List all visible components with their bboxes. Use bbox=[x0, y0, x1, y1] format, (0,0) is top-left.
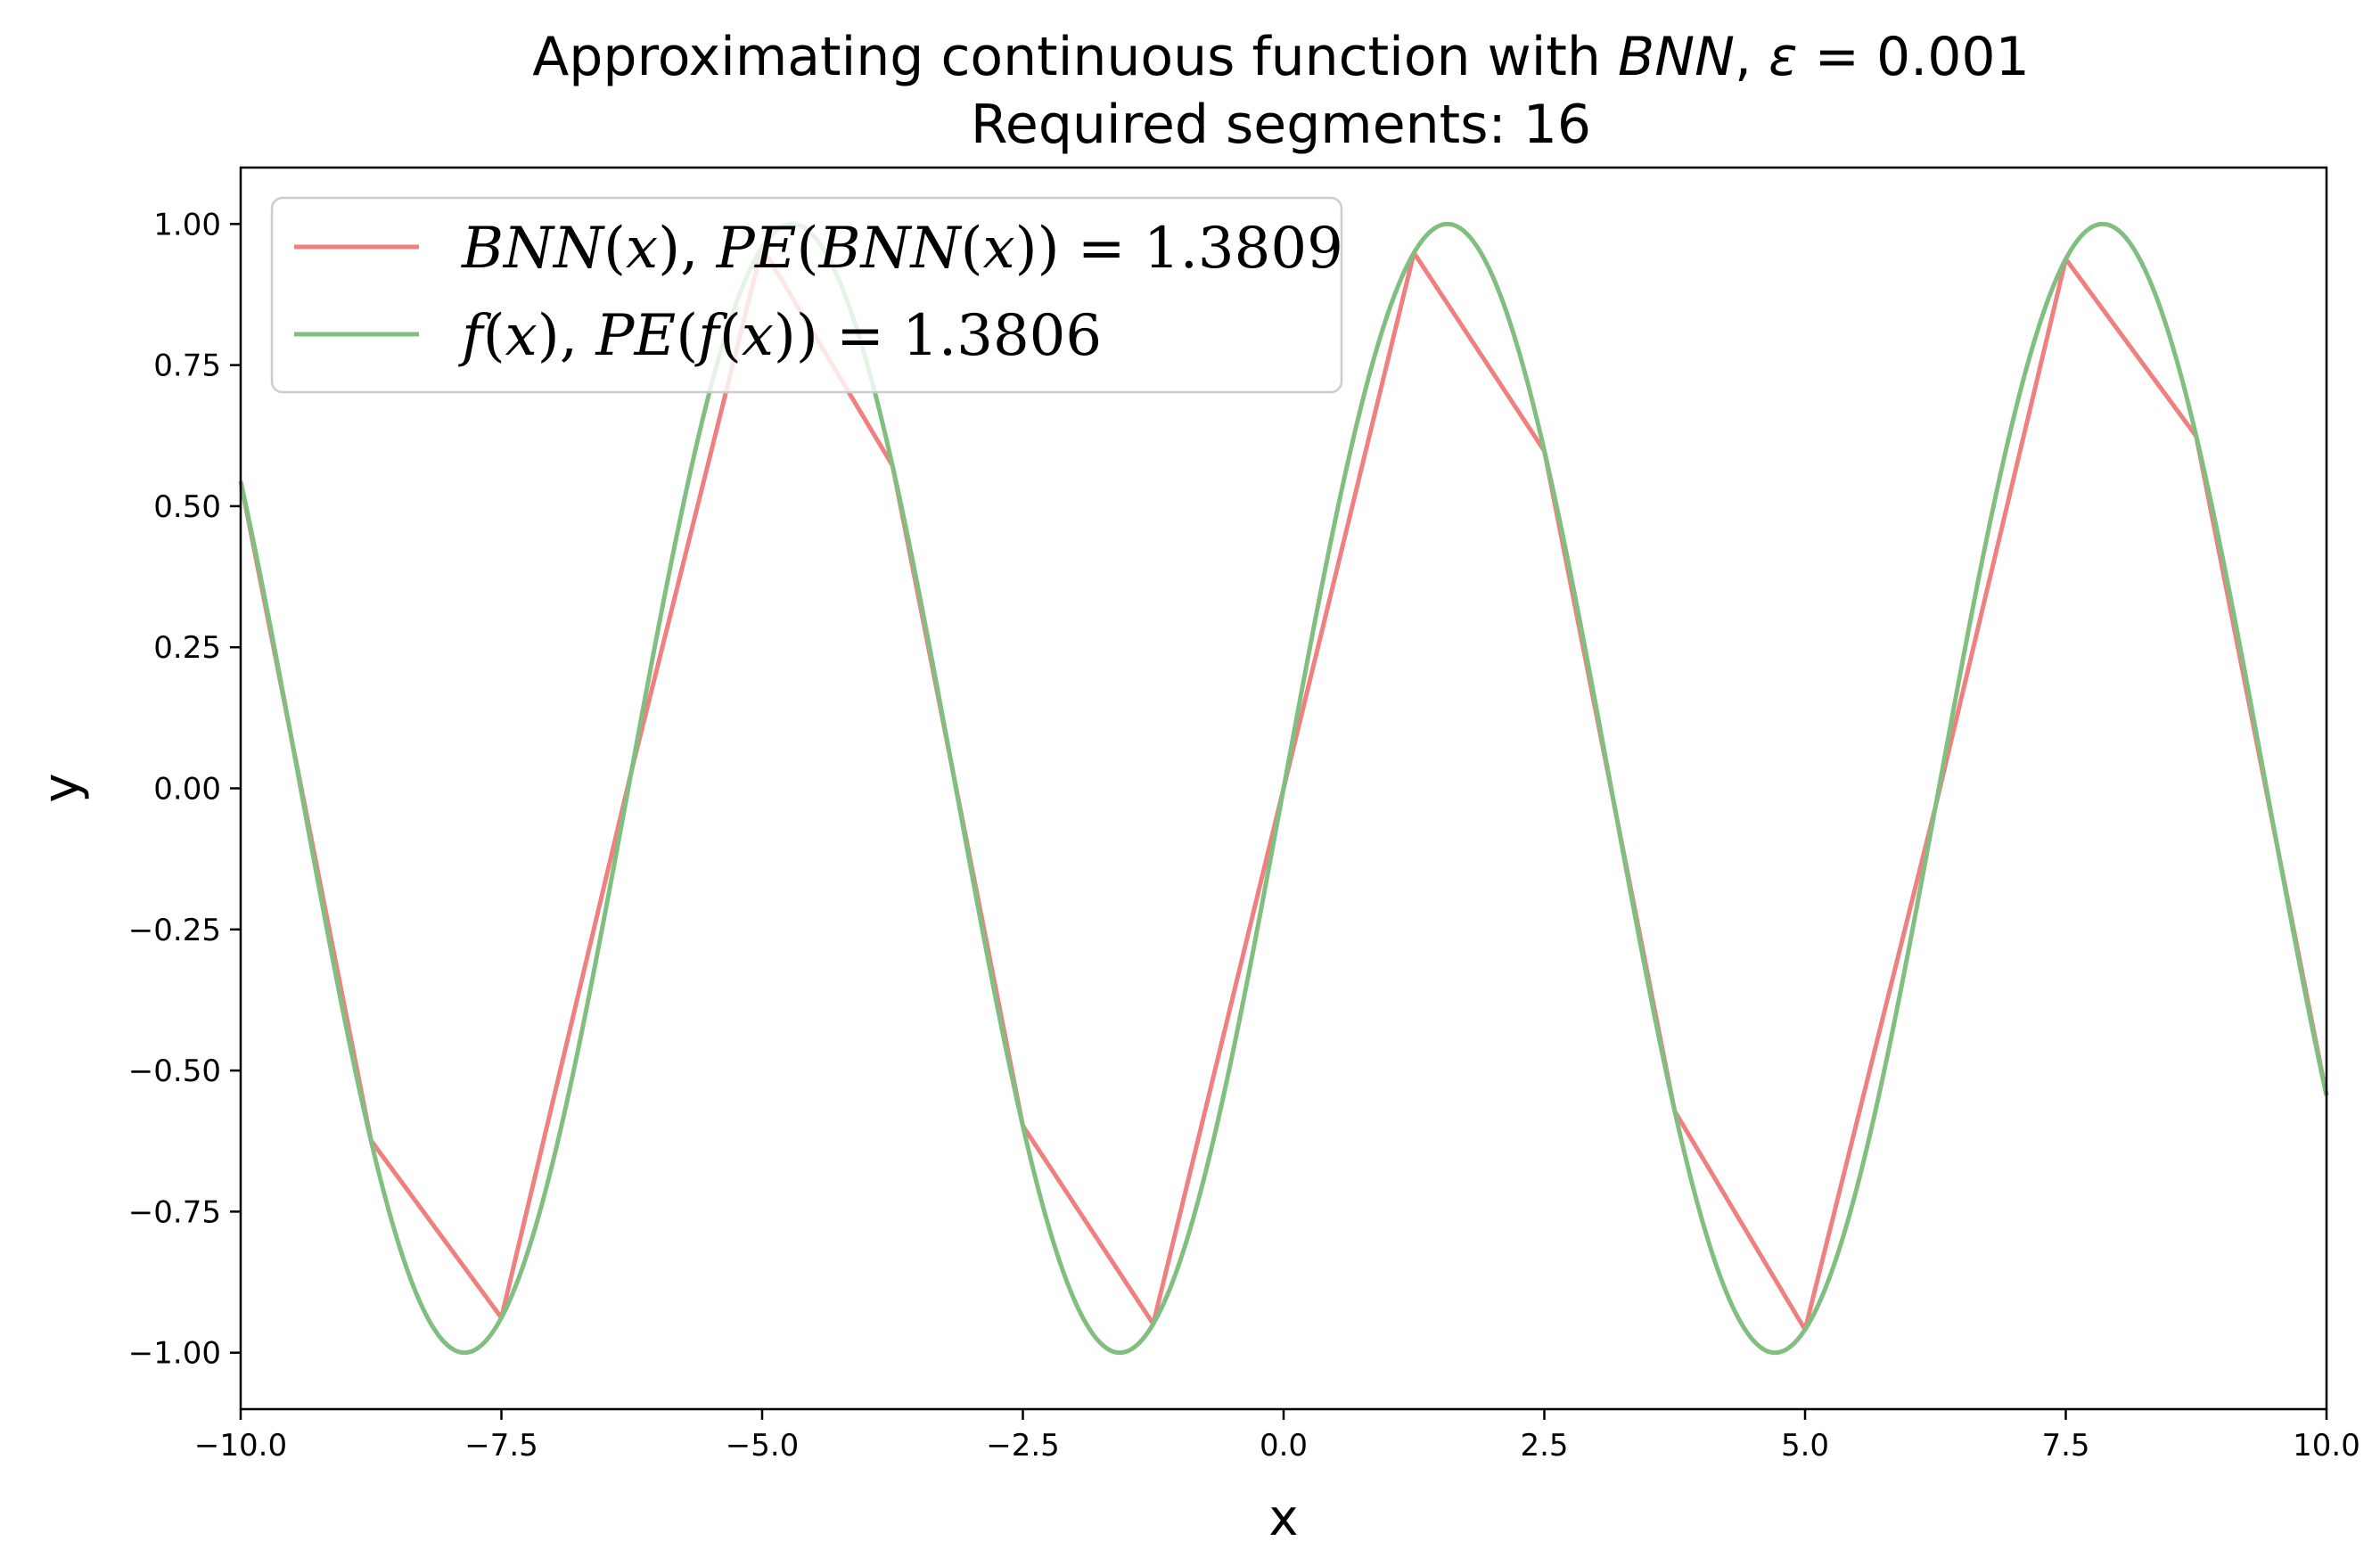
chart-title-line1: Approximating continuous function with B… bbox=[532, 26, 2030, 88]
x-tick-label: 7.5 bbox=[2041, 1428, 2089, 1464]
legend-box bbox=[270, 196, 1343, 394]
legend-label-f: f(x), PE(f(x)) = 1.3806 bbox=[458, 303, 1102, 369]
y-tick-label: −0.25 bbox=[128, 913, 221, 948]
y-axis-title: y bbox=[33, 773, 91, 802]
y-tick-label: 0.25 bbox=[153, 630, 221, 666]
y-tick-label: 1.00 bbox=[153, 207, 221, 242]
chart-title-line2: Required segments: 16 bbox=[971, 94, 1591, 156]
x-tick-label: 10.0 bbox=[2293, 1428, 2360, 1464]
legend-label-bnn: BNN(x), PE(BNN(x)) = 1.3809 bbox=[461, 216, 1343, 282]
x-tick-label: −2.5 bbox=[986, 1428, 1060, 1464]
x-tick-label: 0.0 bbox=[1260, 1428, 1308, 1464]
series-line-1 bbox=[238, 221, 2329, 1356]
x-tick-label: −10.0 bbox=[194, 1428, 287, 1464]
y-tick-label: −0.50 bbox=[128, 1054, 221, 1089]
y-tick-label: 0.75 bbox=[153, 348, 221, 384]
y-tick-label: 0.00 bbox=[153, 772, 221, 808]
y-tick-label: −0.75 bbox=[128, 1194, 221, 1230]
series-layer bbox=[238, 221, 2329, 1356]
x-tick-label: 2.5 bbox=[1520, 1428, 1568, 1464]
x-tick-label: −5.0 bbox=[726, 1428, 800, 1464]
x-tick-label: −7.5 bbox=[464, 1428, 538, 1464]
x-axis-ticks: −10.0 −7.5 −5.0 −2.5 0.0 2.5 5.0 7.5 10.0 bbox=[194, 1409, 2360, 1464]
y-tick-label: 0.50 bbox=[153, 489, 221, 525]
legend: BNN(x), PE(BNN(x)) = 1.3809 f(x), PE(f(x… bbox=[270, 196, 1343, 394]
x-tick-label: 5.0 bbox=[1781, 1428, 1829, 1464]
y-tick-label: −1.00 bbox=[128, 1336, 221, 1372]
y-axis-ticks: 1.00 0.75 0.50 0.25 0.00 −0.25 −0.50 −0.75 −1.00 bbox=[128, 207, 241, 1372]
x-axis-title: x bbox=[1268, 1489, 1298, 1547]
